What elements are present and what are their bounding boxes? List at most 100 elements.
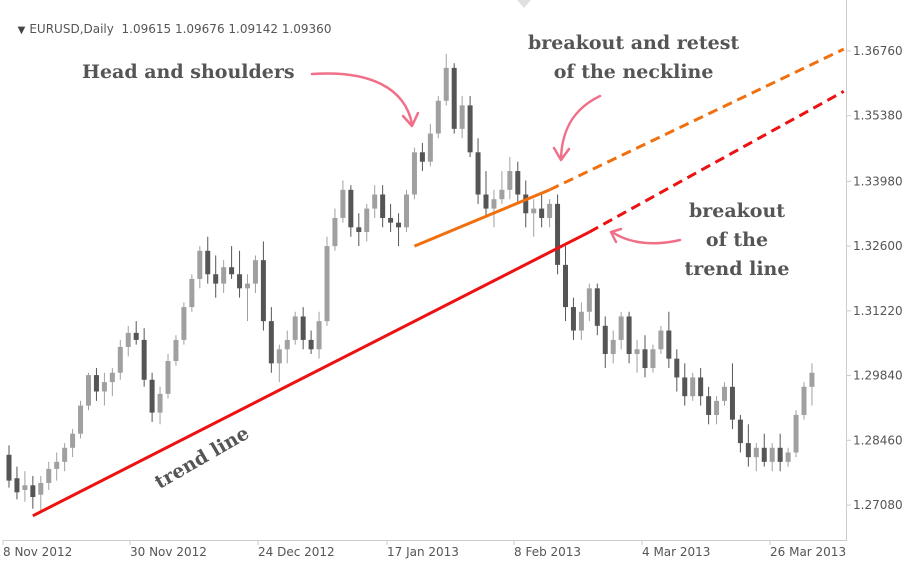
candle: [252, 255, 258, 294]
candle: [722, 382, 727, 406]
candle-body: [769, 447, 775, 462]
candle-body: [555, 203, 561, 265]
y-axis-ticks: 1.36760 1.35380 1.33980 1.32600 1.31220 1.298…: [846, 44, 903, 512]
candle: [157, 386, 163, 425]
candle: [801, 382, 807, 420]
candle-body: [706, 396, 712, 415]
neckline-retest-arrow: [559, 94, 602, 160]
candle-body: [578, 311, 584, 331]
candle-body: [38, 482, 44, 495]
candle: [714, 396, 720, 425]
candle: [229, 246, 235, 279]
candle-body: [809, 372, 815, 387]
x-axis-line: [3, 540, 846, 541]
candle-body: [197, 250, 203, 279]
candle-body: [411, 152, 417, 195]
candle: [213, 255, 219, 298]
candle: [324, 236, 330, 326]
candle: [340, 180, 346, 223]
down-triangle-icon: [517, 0, 531, 8]
trend-line-dashed: [588, 90, 845, 234]
candle: [769, 443, 775, 472]
candle-series: [6, 53, 815, 514]
candle: [674, 349, 680, 392]
x-tick-label: 8 Feb 2013: [514, 545, 581, 559]
candle-body: [86, 375, 91, 406]
candle: [467, 96, 473, 157]
y-tick-label: 1.31220: [853, 304, 903, 318]
candle-body: [308, 339, 314, 350]
candle: [729, 363, 735, 430]
candle: [491, 189, 497, 228]
y-tick-label: 1.29840: [853, 369, 903, 383]
candle-body: [602, 325, 608, 354]
neckline-solid: [413, 188, 551, 248]
candle-body: [427, 133, 433, 162]
candle: [78, 400, 84, 439]
x-tick-label: 26 Mar 2013: [770, 545, 846, 559]
candle-body: [435, 100, 441, 134]
candle-body: [189, 278, 195, 308]
candle: [682, 363, 688, 406]
candle-body: [173, 339, 179, 362]
candle: [348, 185, 354, 237]
candle-body: [388, 217, 394, 223]
neckline-retest-arrow-head: [552, 146, 571, 162]
chart-lines: [32, 47, 845, 518]
candle-body: [507, 171, 513, 190]
candle: [761, 433, 767, 467]
candle: [356, 213, 362, 247]
y-axis-line: [846, 0, 847, 541]
candle-body: [364, 208, 370, 233]
candle: [260, 241, 266, 331]
candle-body: [205, 250, 211, 275]
candle-body: [260, 260, 266, 322]
candle: [221, 260, 227, 294]
candle-body: [523, 194, 529, 214]
candle: [539, 194, 545, 228]
candle: [332, 208, 338, 251]
candle: [125, 325, 131, 357]
candle: [658, 325, 664, 354]
candle-body: [46, 468, 52, 483]
candle-body: [563, 264, 568, 308]
candle: [793, 410, 799, 458]
candle: [753, 443, 759, 472]
candle: [610, 330, 616, 364]
candle-body: [722, 386, 727, 401]
candle-body: [221, 267, 227, 284]
x-tick-label: 8 Nov 2012: [3, 545, 72, 559]
candle: [547, 199, 553, 228]
candle-body: [690, 377, 696, 397]
candle: [459, 96, 465, 139]
candle-body: [149, 379, 155, 413]
candle: [101, 372, 107, 406]
candle: [737, 414, 743, 453]
candle: [396, 213, 402, 247]
candle: [133, 321, 139, 345]
candle: [268, 307, 274, 373]
candle: [165, 353, 171, 399]
candle-body: [801, 386, 807, 415]
candle: [594, 283, 600, 336]
candle-body: [356, 227, 362, 233]
candle: [117, 339, 123, 380]
candle-body: [642, 349, 648, 369]
candle-body: [586, 288, 592, 312]
x-axis-ticks: 8 Nov 2012 30 Nov 2012 24 Dec 2012 17 Jan 2…: [2, 540, 846, 559]
candle: [507, 156, 513, 200]
candle-body: [101, 382, 107, 392]
trend-breakout-arrow-head: [609, 227, 623, 244]
candle: [54, 452, 60, 481]
candle-body: [316, 321, 322, 350]
candle: [189, 274, 195, 312]
candle-body: [793, 414, 799, 453]
y-tick-label: 1.28460: [853, 433, 903, 447]
candle-body: [292, 316, 298, 340]
candle-body: [714, 400, 720, 415]
candle-body: [165, 361, 171, 394]
candle-body: [109, 372, 115, 383]
candle: [316, 311, 322, 359]
candle-body: [348, 189, 354, 228]
